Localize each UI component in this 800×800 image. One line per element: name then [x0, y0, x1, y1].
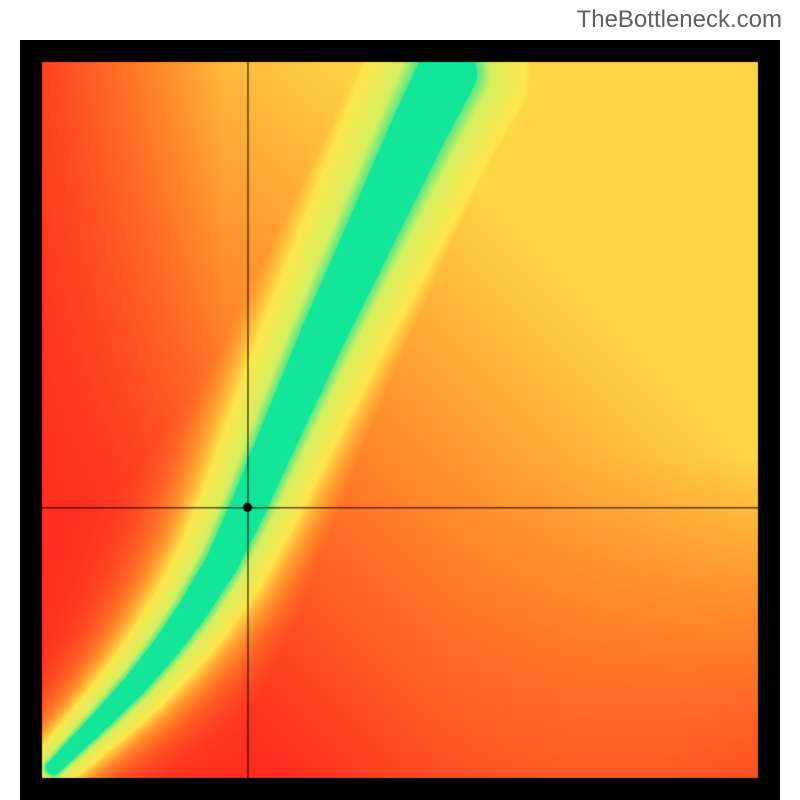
heatmap-canvas: [20, 40, 780, 800]
heatmap-frame: [20, 40, 780, 800]
root-container: TheBottleneck.com: [0, 0, 800, 800]
watermark-text: TheBottleneck.com: [577, 6, 782, 34]
